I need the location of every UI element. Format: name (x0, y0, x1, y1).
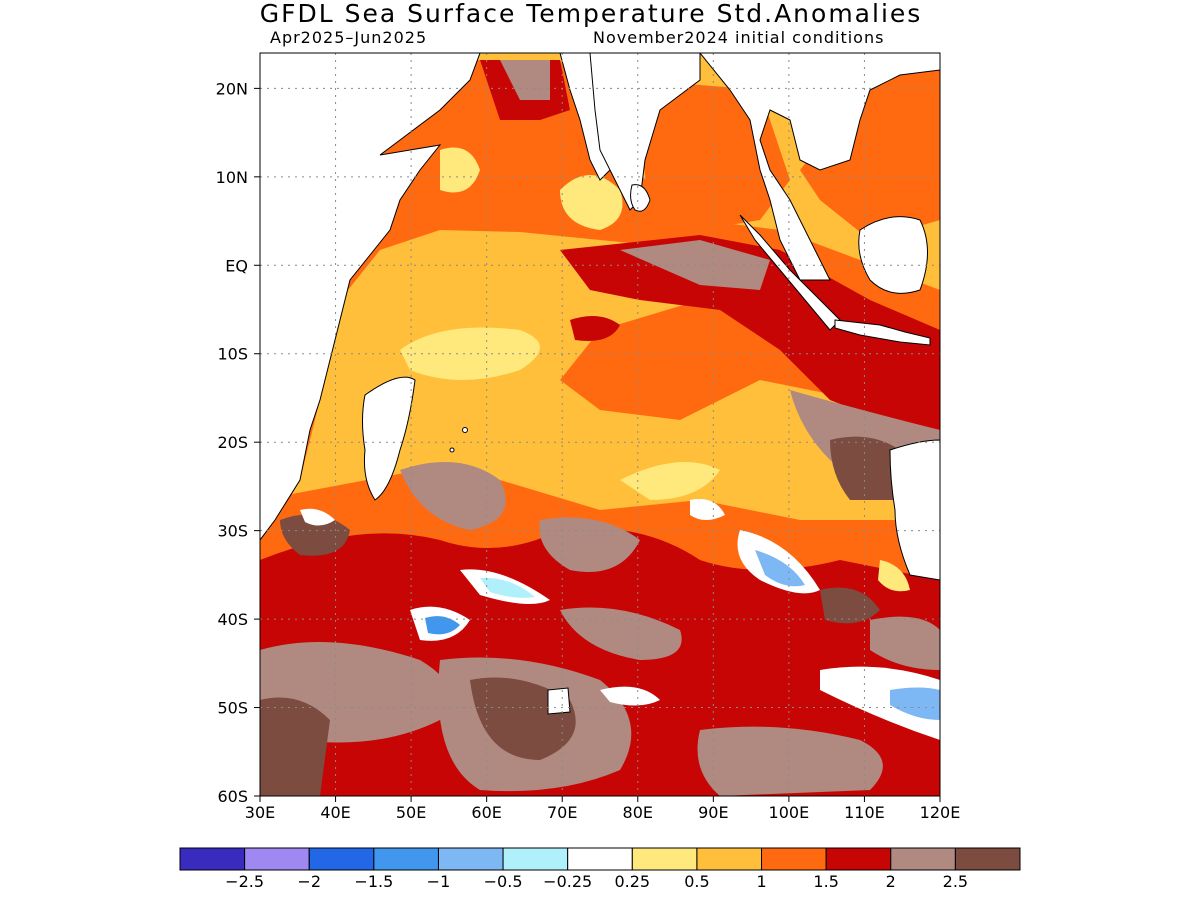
colorbar-label: 0.25 (614, 872, 650, 891)
anomaly-fill-white-6 (300, 508, 335, 526)
land-sri-lanka (630, 184, 651, 212)
anomaly-fill-yellow-3 (440, 147, 480, 193)
anomaly-fill-darkbrown-east (830, 436, 900, 500)
anomaly-fill-yellow-4 (620, 462, 720, 500)
anomaly-fill-red-equatorial (560, 235, 940, 430)
lon-tick-label: 90E (698, 803, 728, 822)
forecast-period: Apr2025–Jun2025 (270, 28, 428, 47)
colorbar-swatch (696, 847, 763, 871)
lat-tick-label: 20S (217, 433, 248, 452)
colorbar-swatch (437, 847, 504, 871)
axis-ticks (254, 87, 941, 802)
anomaly-fill-brown-blob-1 (400, 462, 506, 530)
map-frame (259, 52, 941, 797)
land-java (834, 319, 931, 346)
anomaly-fill-darkbrown-blob-4 (820, 587, 880, 624)
lon-tick-label: 80E (623, 803, 653, 822)
land-southeast-asia (699, 53, 940, 281)
colorbar-label: 1.5 (813, 872, 838, 891)
colorbar-swatch (761, 847, 827, 871)
colorbar-labels: −2.5 −2 −1.5 −1 −0.5 −0.25 0.25 0.5 1 1.5 2 2.5 (225, 872, 968, 891)
anomaly-field (260, 53, 940, 796)
anomaly-fill-brown-blob-6 (870, 616, 940, 670)
anomaly-fill-darkbrown-blob-1 (280, 514, 350, 556)
anomaly-fill-blue-1 (755, 550, 805, 587)
anomaly-fill-white-7 (690, 499, 725, 520)
colorbar-label: −2.5 (225, 872, 264, 891)
anomaly-fill-blue-2 (425, 616, 460, 635)
anomaly-fill-brown-blob-2 (539, 517, 640, 572)
colorbar-label: −1 (427, 872, 451, 891)
lon-tick-label: 70E (547, 803, 577, 822)
anomaly-fill-yellow-5 (878, 560, 910, 592)
latitude-labels: 20N 10N EQ 10S 20S 30S 40S 50S 60S (216, 79, 248, 806)
colorbar-swatch (567, 847, 633, 871)
colorbar-swatch (373, 847, 439, 871)
colorbar-swatch (825, 847, 892, 871)
anomaly-fill-yellow-1 (560, 175, 623, 230)
colorbar-swatch (244, 847, 310, 871)
lat-tick-label: EQ (225, 256, 248, 275)
land-madagascar (362, 376, 416, 501)
lat-tick-label: 10S (217, 345, 248, 364)
lon-tick-label: 100E (769, 803, 810, 822)
colorbar-swatch (890, 847, 956, 871)
colorbar-swatch (954, 847, 1021, 871)
land-mauritius (462, 427, 468, 433)
map-title: GFDL Sea Surface Temperature Std.Anomali… (259, 0, 923, 28)
colorbar-label: 2 (886, 872, 896, 891)
anomaly-fill-brown-blob-7 (697, 726, 883, 796)
lat-tick-label: 20N (216, 79, 248, 98)
map-gridlines (260, 53, 940, 796)
lat-tick-label: 30S (217, 522, 248, 541)
land-reunion (449, 447, 455, 453)
colorbar-label: −0.25 (543, 872, 592, 891)
lon-tick-label: 110E (844, 803, 885, 822)
lon-tick-label: 120E (920, 803, 961, 822)
colorbar-label: 0.5 (684, 872, 709, 891)
colorbar-swatch (308, 847, 375, 871)
colorbar-swatch (502, 847, 569, 871)
colorbar (179, 847, 1021, 871)
lon-tick-label: 50E (396, 803, 426, 822)
lat-tick-label: 50S (217, 699, 248, 718)
anomaly-fill-white-5 (600, 686, 660, 706)
lon-tick-label: 60E (471, 803, 501, 822)
anomaly-fill-red-spot (570, 316, 620, 341)
anomaly-fill-darkbrown-blob-2 (260, 697, 330, 796)
colorbar-label: −0.5 (484, 872, 523, 891)
lon-tick-label: 40E (320, 803, 350, 822)
land-africa-arabia (260, 53, 481, 541)
anomaly-fill-brown-blob-5 (560, 607, 682, 660)
anomaly-fill-white-4 (820, 666, 940, 740)
colorbar-swatch (631, 847, 698, 871)
lat-tick-label: 40S (217, 610, 248, 629)
colorbar-label: −2 (297, 872, 321, 891)
colorbar-label: −1.5 (354, 872, 393, 891)
anomaly-fill-south-china-sea (800, 60, 940, 240)
anomaly-fill-brown-arabian (500, 60, 550, 100)
land-kerguelen (547, 687, 571, 715)
colorbar-swatch (179, 847, 246, 871)
anomaly-fill-orange-north (260, 60, 940, 500)
anomaly-fill-blue-3 (890, 687, 940, 720)
land-borneo (858, 216, 928, 294)
longitude-labels: 30E 40E 50E 60E 70E 80E 90E 100E 110E 120E (245, 803, 961, 822)
initial-conditions: November2024 initial conditions (593, 28, 885, 47)
land-australia (889, 439, 940, 581)
anomaly-fill-cyan-1 (480, 577, 535, 598)
colorbar-label: 2.5 (943, 872, 968, 891)
lon-tick-label: 30E (245, 803, 275, 822)
lat-tick-label: 10N (216, 168, 248, 187)
lat-tick-label: 60S (217, 787, 248, 806)
colorbar-label: 1 (756, 872, 766, 891)
